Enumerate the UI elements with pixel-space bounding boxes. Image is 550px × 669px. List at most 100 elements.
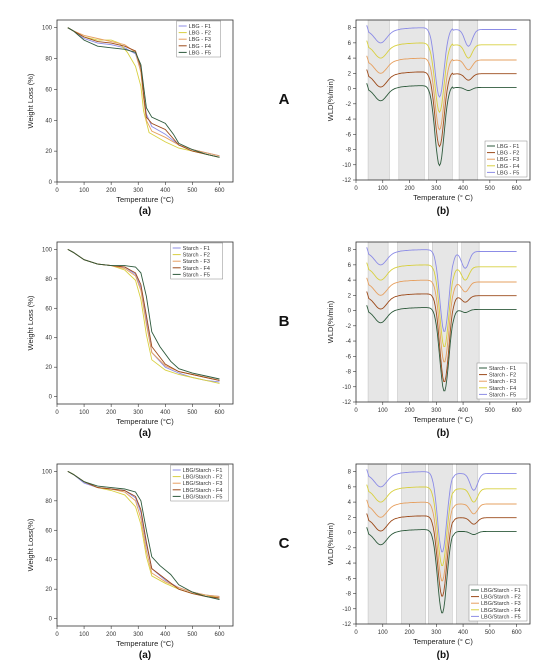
legend-entry: LBG/Starch - F2 bbox=[481, 595, 521, 601]
legend-entry: LBG - F1 bbox=[189, 24, 211, 30]
x-tick-label: 400 bbox=[458, 408, 469, 414]
series-line-5 bbox=[67, 471, 220, 600]
panel-label: (a) bbox=[139, 206, 151, 217]
legend-entry: Starch - F5 bbox=[489, 392, 516, 398]
series-line-4 bbox=[67, 27, 220, 158]
y-tick-label: 8 bbox=[348, 470, 352, 476]
y-tick-label: 60 bbox=[45, 528, 52, 534]
panel-label: (b) bbox=[437, 650, 450, 661]
x-tick-label: 300 bbox=[431, 408, 442, 414]
x-tick-label: 100 bbox=[378, 408, 389, 414]
x-tick-label: 0 bbox=[354, 630, 358, 636]
x-axis-label: Temperature (°C) bbox=[116, 639, 174, 648]
x-tick-label: 600 bbox=[512, 630, 523, 636]
x-tick-label: 200 bbox=[106, 632, 117, 638]
y-axis-label: Weight Loss (%) bbox=[26, 73, 35, 128]
x-axis-label: Temperature (° C) bbox=[413, 415, 473, 424]
plot-frame bbox=[355, 463, 531, 625]
x-tick-label: 300 bbox=[431, 630, 442, 636]
panel-C-a: 0 100 200 300 400 500 600 0 20 40 60 80 100 Temperatu… bbox=[26, 463, 234, 661]
x-tick-label: 300 bbox=[431, 186, 442, 192]
plot-frame bbox=[355, 19, 531, 181]
x-tick-label: 100 bbox=[79, 410, 90, 416]
x-tick-label: 300 bbox=[133, 632, 144, 638]
legend-entry: LBG - F3 bbox=[189, 37, 211, 43]
y-tick-label: -10 bbox=[342, 385, 351, 391]
y-tick-label: 8 bbox=[348, 248, 352, 254]
y-tick-label: -4 bbox=[346, 561, 352, 567]
y-tick-label: 6 bbox=[348, 41, 352, 47]
panel-A-a: 0 100 200 300 400 500 600 0 20 40 60 80 100 Temperatu… bbox=[26, 19, 234, 217]
legend-entry: LBG - F5 bbox=[189, 50, 211, 56]
y-tick-label: 6 bbox=[348, 263, 352, 269]
legend-entry: LBG/Starch - F1 bbox=[183, 468, 223, 474]
x-tick-label: 500 bbox=[485, 186, 496, 192]
x-tick-label: 600 bbox=[214, 188, 225, 194]
x-tick-label: 500 bbox=[485, 630, 496, 636]
x-tick-label: 400 bbox=[160, 188, 171, 194]
legend-entry: Starch - F4 bbox=[489, 386, 516, 392]
x-tick-label: 600 bbox=[214, 632, 225, 638]
legend-entry: LBG/Starch - F5 bbox=[183, 494, 223, 500]
series-line-4 bbox=[366, 262, 517, 348]
y-tick-label: -6 bbox=[346, 132, 352, 138]
x-tick-label: 0 bbox=[354, 186, 358, 192]
panel-label: (b) bbox=[437, 206, 450, 217]
y-tick-label: 40 bbox=[45, 118, 52, 124]
legend-entry: LBG - F1 bbox=[497, 144, 519, 150]
series-line-2 bbox=[366, 513, 517, 597]
legend-entry: LBG/Starch - F2 bbox=[183, 475, 223, 481]
series-line-3 bbox=[366, 499, 517, 582]
y-tick-label: 0 bbox=[49, 395, 53, 401]
x-tick-label: 500 bbox=[187, 632, 198, 638]
plot-frame bbox=[355, 241, 531, 403]
y-axis-label: WLD(%/min) bbox=[326, 78, 335, 121]
legend-entry: Starch - F2 bbox=[489, 373, 516, 379]
y-tick-label: -12 bbox=[342, 178, 351, 184]
series-line-5 bbox=[67, 249, 220, 380]
legend-entry: Starch - F5 bbox=[183, 272, 210, 278]
y-tick-label: -2 bbox=[346, 324, 352, 330]
x-tick-label: 600 bbox=[512, 186, 523, 192]
legend-entry: LBG - F2 bbox=[497, 151, 519, 157]
x-tick-label: 400 bbox=[458, 186, 469, 192]
x-tick-label: 100 bbox=[79, 632, 90, 638]
y-axis-label: Weight Loss (%) bbox=[26, 295, 35, 350]
x-tick-label: 0 bbox=[354, 408, 358, 414]
x-tick-label: 200 bbox=[405, 408, 416, 414]
y-tick-label: -8 bbox=[346, 148, 352, 154]
x-tick-label: 200 bbox=[405, 630, 416, 636]
y-axis-label: WLD(%/min) bbox=[326, 522, 335, 565]
x-tick-label: 200 bbox=[106, 410, 117, 416]
legend-entry: LBG - F5 bbox=[497, 170, 519, 176]
series-line-3 bbox=[366, 277, 517, 363]
legend-entry: Starch - F1 bbox=[489, 366, 516, 372]
x-tick-label: 200 bbox=[405, 186, 416, 192]
y-tick-label: 0 bbox=[49, 617, 53, 623]
panel-B-b: 0 100 200 300 400 500 600 -12 -10 -8 -6 -4 -2 0 2 4 6 8 Te… bbox=[326, 241, 531, 439]
x-tick-label: 600 bbox=[214, 410, 225, 416]
legend-entry: LBG/Starch - F5 bbox=[481, 614, 521, 620]
x-tick-label: 400 bbox=[160, 410, 171, 416]
y-tick-label: -4 bbox=[346, 117, 352, 123]
legend-entry: Starch - F2 bbox=[183, 253, 210, 259]
y-tick-label: 60 bbox=[45, 87, 52, 93]
y-tick-label: 40 bbox=[45, 558, 52, 564]
x-tick-label: 100 bbox=[79, 188, 90, 194]
series-line-2 bbox=[366, 69, 517, 148]
plot-frame bbox=[56, 463, 234, 627]
y-tick-label: 80 bbox=[45, 499, 52, 505]
y-tick-label: -10 bbox=[342, 163, 351, 169]
y-tick-label: 2 bbox=[348, 71, 352, 77]
shaded-region-2 bbox=[401, 463, 426, 625]
x-tick-label: 100 bbox=[378, 186, 389, 192]
x-tick-label: 200 bbox=[106, 188, 117, 194]
legend-entry: LBG - F2 bbox=[189, 31, 211, 37]
panel-label: (a) bbox=[139, 428, 151, 439]
y-tick-label: 20 bbox=[45, 365, 52, 371]
y-tick-label: -8 bbox=[346, 370, 352, 376]
